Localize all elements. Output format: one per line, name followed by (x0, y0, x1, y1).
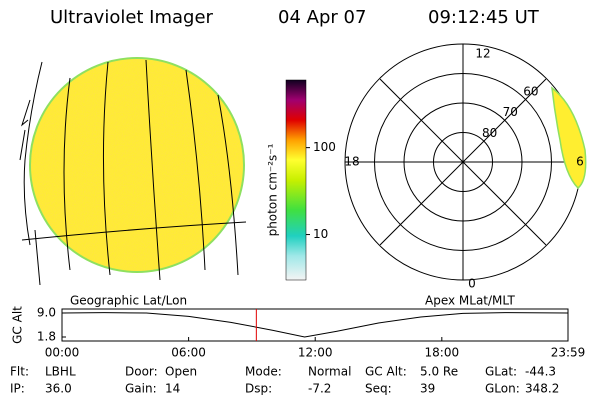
info-label: GC Alt: (365, 365, 407, 379)
info-value: -7.2 (308, 382, 331, 396)
title: Ultraviolet Imager (50, 7, 214, 28)
x-tick-label: 12:00 (298, 346, 333, 360)
info-value: 14 (165, 382, 180, 396)
info-label: GLat: (485, 365, 517, 379)
info-value: Normal (308, 365, 351, 379)
lat-ring (403, 102, 523, 222)
mlt-label: 12 (475, 47, 490, 61)
auroral-oval (551, 86, 587, 190)
colorbar-tick-label: 100 (313, 140, 336, 154)
altitude-curve (61, 312, 569, 338)
lat-label: 60 (523, 85, 538, 99)
info-value: LBHL (45, 365, 76, 379)
x-tick-label: 18:00 (425, 346, 460, 360)
y-tick-label: 9.0 (37, 306, 56, 320)
info-label: Dsp: (245, 382, 272, 396)
x-tick-label: 00:00 (45, 346, 80, 360)
lat-label: 80 (482, 126, 497, 140)
x-tick-label: 06:00 (171, 346, 206, 360)
info-value: 5.0 Re (420, 365, 458, 379)
mlt-label: 18 (344, 155, 359, 169)
mlt-label: 6 (576, 155, 584, 169)
info-value: -44.3 (525, 365, 556, 379)
earth-image (19, 57, 247, 286)
caption: Geographic Lat/Lon (70, 294, 187, 308)
info-label: Mode: (245, 365, 282, 379)
info-label: IP: (10, 382, 25, 396)
info-value: 348.2 (525, 382, 559, 396)
lat-ring (433, 132, 493, 192)
y-axis-label: GC Alt (11, 306, 25, 344)
plot-frame (61, 308, 569, 342)
info-label: Gain: (125, 382, 157, 396)
caption: Apex MLat/MLT (425, 294, 515, 308)
info-label: Seq: (365, 382, 392, 396)
x-tick-label: 23:59 (551, 346, 586, 360)
colorbar (285, 79, 307, 281)
date: 04 Apr 07 (278, 7, 366, 28)
info-label: Door: (125, 365, 158, 379)
y-tick-label: 1.8 (37, 330, 56, 344)
polar-grid (344, 43, 582, 281)
info-label: GLon: (485, 382, 520, 396)
lat-label: 70 (503, 105, 518, 119)
colorbar-label: photon cm⁻²s⁻¹ (266, 143, 280, 236)
colorbar-tick-label: 10 (313, 227, 328, 241)
time: 09:12:45 UT (428, 7, 540, 28)
mlt-label: 0 (468, 277, 476, 291)
info-value: 36.0 (45, 382, 72, 396)
info-value: 39 (420, 382, 435, 396)
info-value: Open (165, 365, 197, 379)
info-label: Flt: (10, 365, 29, 379)
lat-ring (374, 73, 552, 251)
